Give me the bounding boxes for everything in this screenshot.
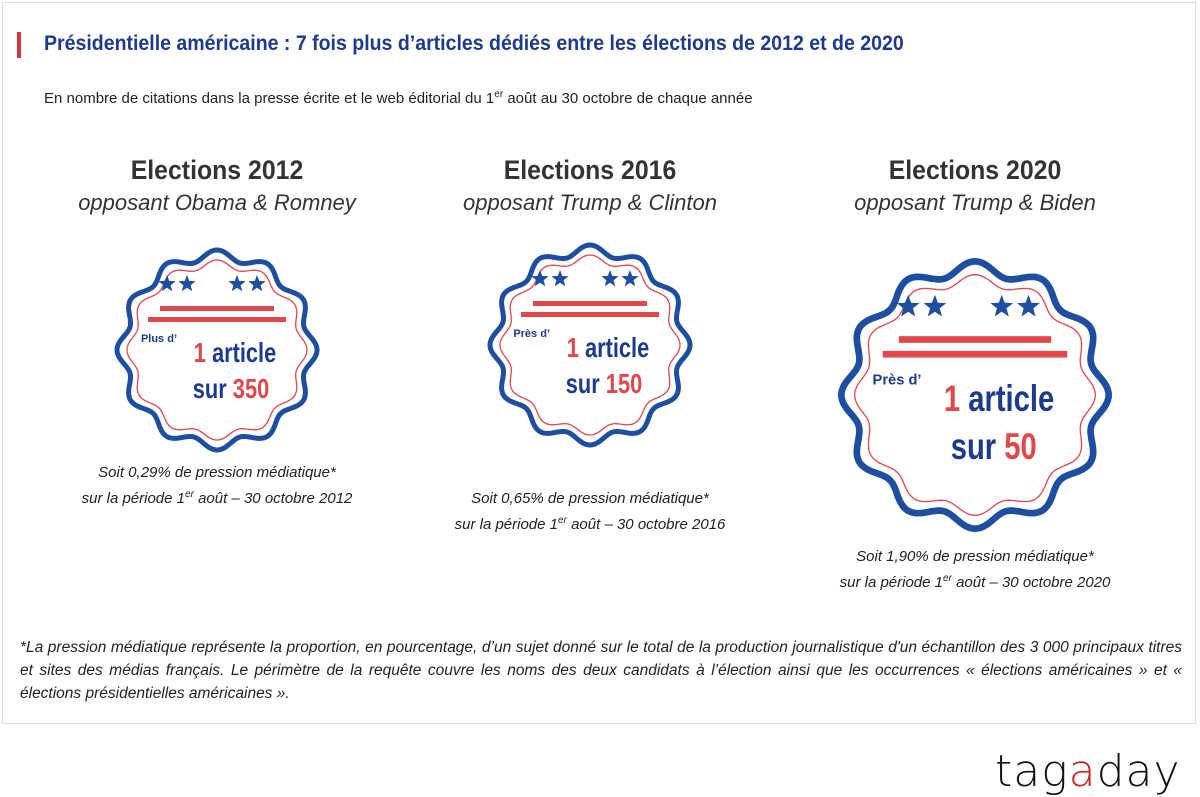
stripe bbox=[160, 306, 274, 311]
star-icon bbox=[551, 270, 569, 287]
star-icon bbox=[228, 275, 246, 292]
stripe bbox=[533, 301, 647, 306]
page-title: Présidentielle américaine : 7 fois plus … bbox=[44, 32, 904, 55]
badge-line2: sur 150 bbox=[566, 368, 642, 399]
election-opponents: opposant Obama & Romney bbox=[78, 190, 356, 215]
seal-inner-border bbox=[126, 259, 308, 441]
media-pressure-stat: Soit 1,90% de pression médiatique* sur la… bbox=[839, 548, 1111, 591]
badge-prefix: Près d’ bbox=[513, 328, 550, 340]
seal-outer-border bbox=[487, 242, 693, 448]
election-header: Elections 2012 opposant Obama & Romney bbox=[37, 155, 397, 216]
star-icon bbox=[248, 275, 266, 292]
star-icon bbox=[923, 294, 947, 317]
star-icon bbox=[531, 270, 549, 287]
title-accent-bar bbox=[17, 32, 21, 58]
stripe bbox=[521, 312, 659, 317]
seal-inner-border bbox=[854, 274, 1096, 516]
election-heading: Elections 2012 bbox=[130, 155, 304, 185]
media-pressure-stat: Soit 0,65% de pression médiatique* sur la… bbox=[454, 490, 726, 533]
footnote: *La pression médiatique représente la pr… bbox=[20, 639, 1182, 702]
election-heading: Elections 2020 bbox=[888, 155, 1062, 185]
badge-line2: sur 350 bbox=[193, 373, 269, 404]
election-header: Elections 2020 opposant Trump & Biden bbox=[795, 155, 1155, 216]
badge-line1: 1 article bbox=[567, 332, 650, 363]
election-heading: Elections 2016 bbox=[503, 155, 677, 185]
star-icon bbox=[621, 270, 639, 287]
media-pressure-stat: Soit 0,29% de pression médiatique* sur la… bbox=[81, 464, 353, 507]
stripe bbox=[898, 336, 1052, 343]
star-icon bbox=[990, 294, 1014, 317]
badge-line1: 1 article bbox=[194, 337, 277, 368]
badge-line2: sur 50 bbox=[951, 427, 1037, 468]
seal-inner-border bbox=[499, 254, 681, 436]
badge-line1: 1 article bbox=[944, 379, 1054, 420]
badge-prefix: Près d’ bbox=[873, 372, 922, 388]
election-header: Elections 2016 opposant Trump & Clinton bbox=[410, 155, 770, 216]
star-icon bbox=[1017, 294, 1040, 317]
seal-outer-border bbox=[837, 257, 1113, 533]
stripe bbox=[882, 350, 1068, 358]
star-icon bbox=[158, 275, 176, 292]
star-icon bbox=[896, 294, 920, 317]
election-opponents: opposant Trump & Clinton bbox=[463, 190, 717, 215]
star-icon bbox=[178, 275, 196, 292]
tagaday-logo: tagaday bbox=[995, 746, 1181, 797]
election-opponents: opposant Trump & Biden bbox=[854, 190, 1096, 215]
badge-seal: Près d’ 1 article sur 150 bbox=[487, 242, 693, 448]
badge-seal: Plus d’ 1 article sur 350 bbox=[114, 247, 320, 453]
infographic-card bbox=[2, 2, 1196, 724]
badge-seal: Près d’ 1 article sur 50 bbox=[837, 257, 1113, 533]
subtitle: En nombre de citations dans la presse éc… bbox=[44, 89, 753, 107]
badge-prefix: Plus d’ bbox=[141, 333, 177, 345]
stripe bbox=[148, 317, 286, 322]
seal-outer-border bbox=[114, 247, 320, 453]
star-icon bbox=[601, 270, 619, 287]
